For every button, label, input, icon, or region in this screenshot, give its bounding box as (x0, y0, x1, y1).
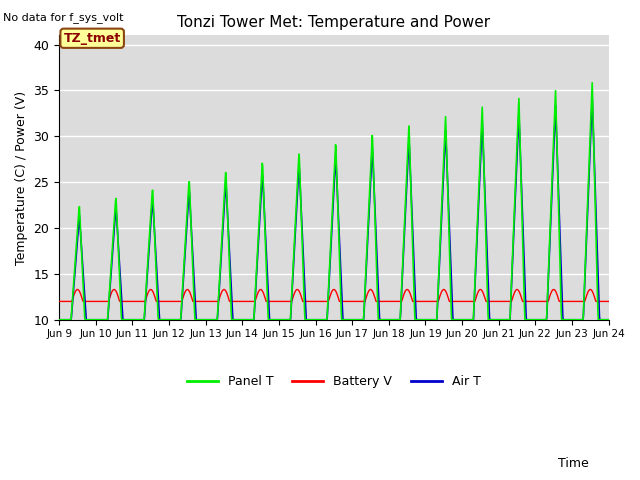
Title: Tonzi Tower Met: Temperature and Power: Tonzi Tower Met: Temperature and Power (177, 15, 490, 30)
Y-axis label: Temperature (C) / Power (V): Temperature (C) / Power (V) (15, 91, 28, 264)
Text: TZ_tmet: TZ_tmet (63, 32, 121, 45)
Legend: Panel T, Battery V, Air T: Panel T, Battery V, Air T (182, 370, 486, 393)
Text: No data for f_sys_volt: No data for f_sys_volt (3, 12, 124, 23)
Text: Time: Time (558, 457, 589, 470)
